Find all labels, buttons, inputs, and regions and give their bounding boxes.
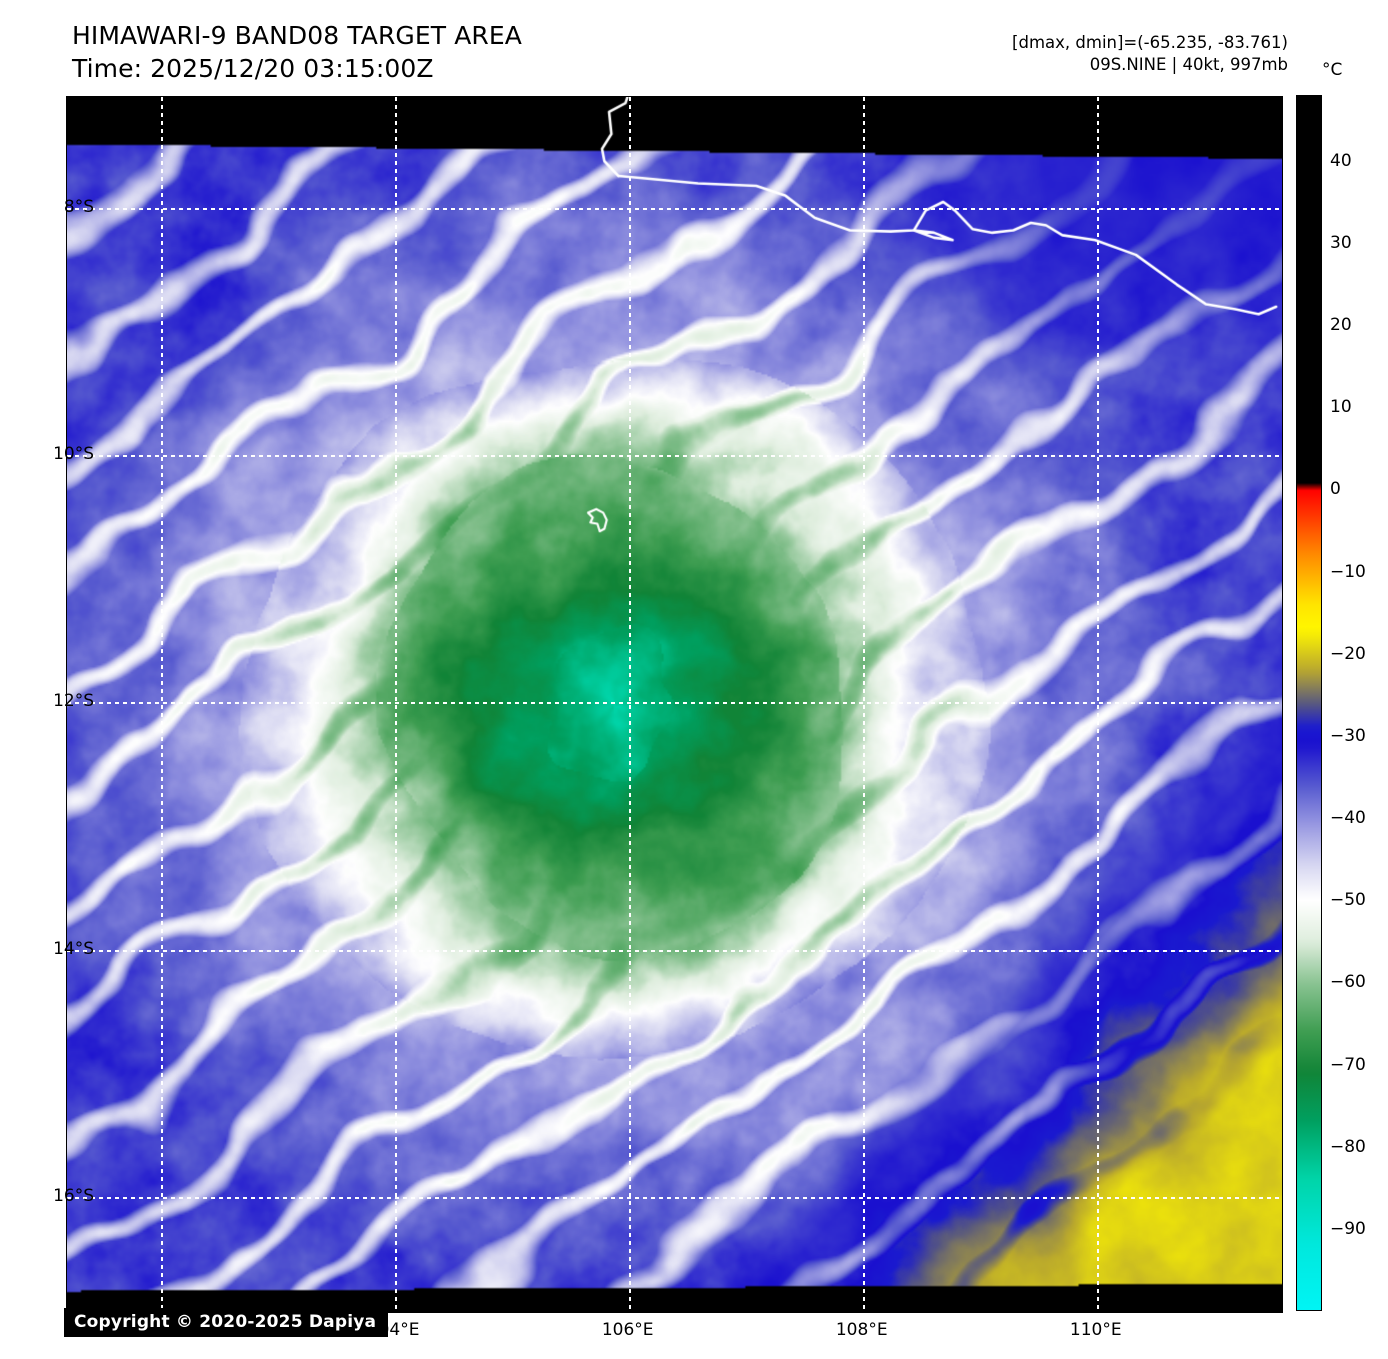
colorbar-tick-0: 0 — [1330, 479, 1341, 500]
page-title: HIMAWARI-9 BAND08 TARGET AREA Time: 2025… — [72, 20, 522, 85]
ytick-label-8: 8°S — [63, 197, 94, 218]
title-time: Time: 2025/12/20 03:15:00Z — [72, 53, 434, 83]
colorbar-tick-10: 10 — [1330, 397, 1352, 418]
colorbar-unit-label: °C — [1322, 60, 1343, 80]
title-main: HIMAWARI-9 BAND08 TARGET AREA — [72, 21, 522, 50]
colorbar-tick-minus40: −40 — [1330, 808, 1366, 829]
colorbar-gradient — [1297, 96, 1321, 1310]
colorbar-tick-minus90: −90 — [1330, 1218, 1366, 1239]
ytick-label-14: 14°S — [53, 938, 94, 959]
colorbar-tick-minus30: −30 — [1330, 725, 1366, 746]
ytick-label-10: 10°S — [53, 444, 94, 465]
colorbar-tick-minus20: −20 — [1330, 643, 1366, 664]
satellite-image-panel[interactable] — [66, 96, 1283, 1313]
ytick-label-16: 16°S — [53, 1185, 94, 1206]
storm-info-text: 09S.NINE | 40kt, 997mb — [1089, 54, 1288, 74]
colorbar-tick-20: 20 — [1330, 315, 1352, 336]
xtick-label-106: 106°E — [601, 1320, 654, 1340]
colorbar-tick-minus60: −60 — [1330, 972, 1366, 993]
colorbar-tick-minus10: −10 — [1330, 561, 1366, 582]
colorbar-tick-minus70: −70 — [1330, 1054, 1366, 1075]
colorbar-tick-40: 40 — [1330, 150, 1352, 171]
coastline-canvas — [67, 97, 1282, 1312]
xtick-label-110: 110°E — [1069, 1320, 1122, 1340]
colorbar-tick-minus80: −80 — [1330, 1136, 1366, 1157]
dmax-dmin-text: [dmax, dmin]=(-65.235, -83.761) — [1012, 33, 1288, 52]
colorbar[interactable] — [1296, 95, 1322, 1311]
colorbar-tick-30: 30 — [1330, 232, 1352, 253]
colorbar-tick-minus50: −50 — [1330, 890, 1366, 911]
metadata-block: [dmax, dmin]=(-65.235, -83.761) 09S.NINE… — [1012, 32, 1288, 76]
ytick-label-12: 12°S — [53, 691, 94, 712]
copyright-watermark: Copyright © 2020-2025 Dapiya — [64, 1308, 389, 1337]
xtick-label-108: 108°E — [835, 1320, 888, 1340]
